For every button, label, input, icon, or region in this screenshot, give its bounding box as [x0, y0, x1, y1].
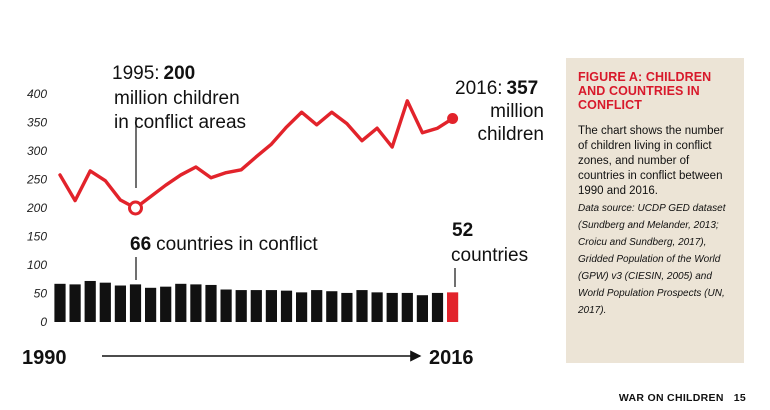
bar-countries-2016	[447, 292, 459, 322]
bar-countries-1996	[145, 287, 157, 322]
y-tick-label: 100	[27, 258, 47, 272]
bar-countries-2010	[356, 290, 368, 322]
bar-countries-2012	[386, 292, 398, 322]
annotation-2016-line3: children	[477, 124, 544, 145]
point-2016	[447, 113, 459, 125]
y-tick-label: 300	[27, 144, 47, 158]
y-tick-label: 200	[26, 201, 47, 215]
bar-countries-2005	[280, 290, 293, 322]
children-line	[58, 99, 459, 216]
figure-title: Figure A: Children and countries in conf…	[578, 70, 712, 112]
bar-countries-1991	[69, 284, 81, 322]
bar-countries-1993	[99, 282, 111, 322]
page-number: 15	[733, 392, 746, 404]
x-end-label: 2016	[429, 347, 474, 369]
bar-countries-2015	[431, 292, 444, 322]
figure-description: The chart shows the number of children l…	[578, 125, 724, 197]
point-1995	[128, 200, 143, 216]
bar-countries-2001	[220, 289, 232, 322]
annotation-2016-line2: million	[490, 101, 544, 122]
y-tick-label: 350	[27, 116, 47, 130]
bar-countries-2007	[311, 290, 323, 322]
bar-countries-1992	[84, 280, 96, 322]
bar-countries-2000	[205, 284, 217, 322]
chart: 0 50 100 150 200 250 300 350 400 1995: 200 millio…	[22, 63, 544, 369]
bar-countries-1995	[129, 284, 142, 322]
y-axis-ticks: 0 50 100 150 200 250 300 350 400	[26, 87, 47, 329]
line-children-in-conflict	[58, 99, 455, 210]
annotation-1995-countries: 66 countries in conflict	[130, 234, 318, 255]
annotation-2016-countries-text: countries	[451, 245, 528, 266]
y-tick-label: 50	[34, 287, 48, 301]
bar-countries-2011	[371, 292, 383, 322]
bar-countries-2003	[250, 290, 262, 322]
y-tick-label: 0	[40, 315, 47, 329]
y-tick-label: 150	[27, 230, 47, 244]
bar-countries-1998	[175, 283, 187, 322]
annotation-2016-children: 2016: 357	[455, 78, 538, 99]
y-tick-label: 400	[27, 87, 47, 101]
bar-countries-2002	[235, 290, 247, 322]
x-start-label: 1990	[22, 347, 67, 369]
annotation-1995-line2: million children	[114, 88, 240, 109]
bar-countries-1994	[114, 285, 126, 322]
bar-countries-2008	[326, 291, 338, 322]
country-bars	[54, 280, 459, 322]
bar-countries-2004	[265, 290, 277, 322]
annotation-1995-line3: in conflict areas	[114, 112, 246, 133]
bar-countries-2006	[296, 292, 308, 322]
y-tick-label: 250	[26, 173, 47, 187]
bar-countries-1990	[54, 283, 66, 322]
page-footer: WAR ON CHILDREN 15	[619, 392, 746, 404]
bar-countries-1997	[160, 286, 172, 322]
figure-sidebar: Figure A: Children and countries in conf…	[566, 58, 744, 363]
data-source: Data source: UCDP GED dataset (Sundberg …	[578, 203, 726, 316]
bar-countries-1999	[190, 284, 202, 322]
footer-title: WAR ON CHILDREN	[618, 392, 724, 404]
annotation-2016-countries-value: 52	[452, 220, 473, 241]
annotation-1995-children: 1995: 200	[112, 63, 195, 84]
bar-countries-2014	[416, 295, 428, 322]
bar-countries-2009	[341, 292, 353, 322]
bar-countries-2013	[401, 292, 413, 322]
